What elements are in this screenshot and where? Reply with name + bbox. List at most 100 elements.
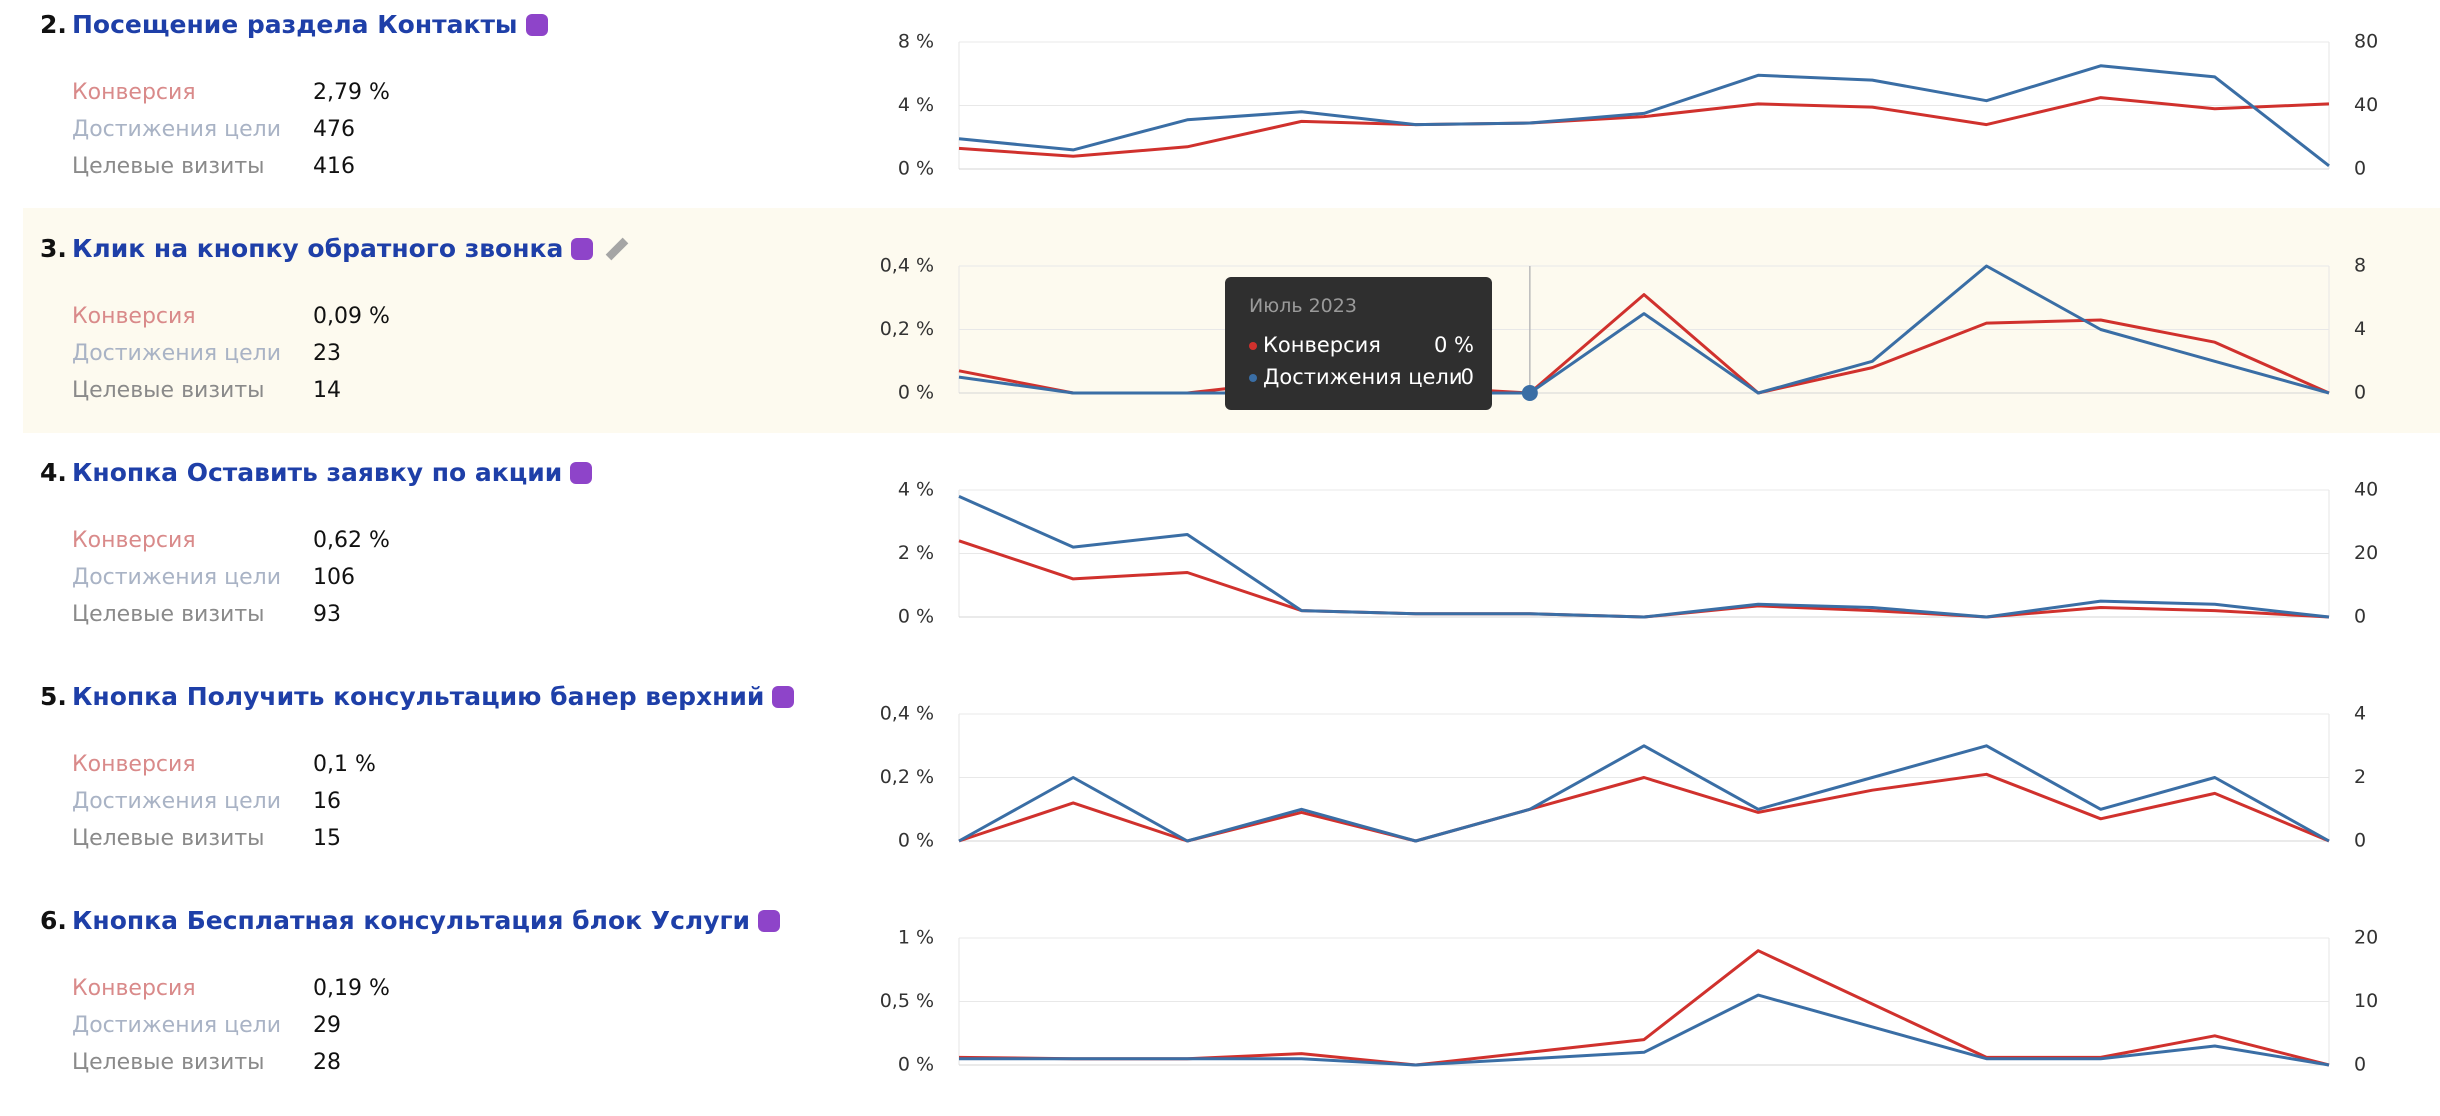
metric-value: 15 [313,826,341,851]
series-line [958,264,2330,395]
y2-tick-label: 0 [2354,1054,2366,1076]
y2-tick-label: 80 [2354,31,2378,53]
metric-label: Целевые визиты [72,378,265,403]
metric-value: 476 [313,117,355,142]
tooltip-label: Конверсия [1263,333,1381,357]
goal-header: 4. Кнопка Оставить заявку по акции [40,458,593,487]
series-line [958,949,2330,1067]
metric-label: Достижения цели [72,789,281,814]
y2-tick-label: 8 [2354,255,2366,277]
metric-label: Достижения цели [72,341,281,366]
y-tick-label: 1 % [898,927,934,949]
metric-value: 0,1 % [313,752,376,777]
tooltip-value: 0 [1460,365,1474,389]
metric-label: Достижения цели [72,117,281,142]
goal-header: 6. Кнопка Бесплатная консультация блок Ус… [40,906,781,935]
metric-value: 106 [313,565,355,590]
metric-value: 28 [313,1050,341,1075]
goal-header: 2. Посещение раздела Контакты [40,10,548,39]
y-tick-label: 0,4 % [880,255,934,277]
tooltip-row: Конверсия 0 % [1249,333,1474,357]
metric-label: Конверсия [72,752,196,777]
metric-value: 93 [313,602,341,627]
series-line [958,539,2330,619]
tooltip-dot [1249,342,1257,350]
metric-value: 0,09 % [313,304,390,329]
y2-tick-label: 0 [2354,606,2366,628]
y2-tick-label: 0 [2354,830,2366,852]
y2-tick-label: 0 [2354,382,2366,404]
tooltip-value: 0 % [1434,333,1474,357]
y2-tick-label: 40 [2354,479,2378,501]
series-line [958,744,2330,843]
goal-type-icon [525,13,548,36]
goal-header: 5. Кнопка Получить консультацию банер вер… [40,682,795,711]
series-line [958,293,2330,395]
metric-value: 14 [313,378,341,403]
tooltip-label: Достижения цели [1263,365,1463,389]
goal-number: 5. [40,682,67,711]
goal-number: 6. [40,906,67,935]
metric-label: Целевые визиты [72,154,265,179]
y-tick-label: 0,5 % [880,990,934,1012]
goal-title: Кнопка Оставить заявку по акции [72,458,563,487]
metric-value: 16 [313,789,341,814]
goal-title: Кнопка Бесплатная консультация блок Услу… [72,906,751,935]
y2-tick-label: 0 [2354,158,2366,180]
metric-label: Достижения цели [72,1013,281,1038]
hover-point [1521,385,1538,401]
y2-tick-label: 2 [2354,766,2366,788]
goal-number: 3. [40,234,67,263]
metric-label: Конверсия [72,528,196,553]
series-line [958,96,2330,158]
series-line [959,993,2330,1067]
y-tick-label: 0 % [898,158,934,180]
metric-label: Конверсия [72,976,196,1001]
goal-type-icon [571,237,594,260]
metric-value: 0,19 % [313,976,390,1001]
y-tick-label: 0,4 % [880,703,934,725]
goal-number: 4. [40,458,67,487]
y2-tick-label: 20 [2354,927,2378,949]
series-line [958,772,2330,843]
goal-number: 2. [40,10,67,39]
metric-label: Конверсия [72,80,196,105]
y-tick-label: 8 % [898,31,934,53]
tooltip-row: Достижения цели 0 [1249,365,1474,389]
tooltip-title: Июль 2023 [1249,295,1357,317]
tooltip: Июль 2023 Конверсия 0 % Достижения цели 0 [1225,277,1492,410]
metric-value: 0,62 % [313,528,390,553]
y-tick-label: 0 % [898,1054,934,1076]
metric-label: Конверсия [72,304,196,329]
goal-title: Посещение раздела Контакты [72,10,518,39]
y-tick-label: 0,2 % [880,766,934,788]
y2-tick-label: 4 [2354,703,2366,725]
goal-type-icon [758,909,781,932]
metric-label: Целевые визиты [72,1050,265,1075]
goal-type-icon [772,685,795,708]
y-tick-label: 4 % [898,94,934,116]
metric-label: Достижения цели [72,565,281,590]
y-tick-label: 0 % [898,830,934,852]
y-tick-label: 2 % [898,542,934,564]
metric-label: Целевые визиты [72,826,265,851]
goal-type-icon [570,461,593,484]
y-tick-label: 0,2 % [880,318,934,340]
series-line [958,64,2330,167]
tooltip-dot [1249,374,1257,382]
y-tick-label: 4 % [898,479,934,501]
metric-value: 23 [313,341,341,366]
metric-label: Целевые визиты [72,602,265,627]
y2-tick-label: 4 [2354,318,2366,340]
metric-value: 29 [313,1013,341,1038]
metric-value: 2,79 % [313,80,390,105]
goal-title: Кнопка Получить консультацию банер верхн… [72,682,765,711]
metric-value: 416 [313,154,355,179]
y2-tick-label: 10 [2354,990,2378,1012]
goal-title: Клик на кнопку обратного звонка [72,234,564,263]
goal-header: 3. Клик на кнопку обратного звонка [40,234,629,263]
y2-tick-label: 20 [2354,542,2378,564]
series-line [958,495,2330,619]
